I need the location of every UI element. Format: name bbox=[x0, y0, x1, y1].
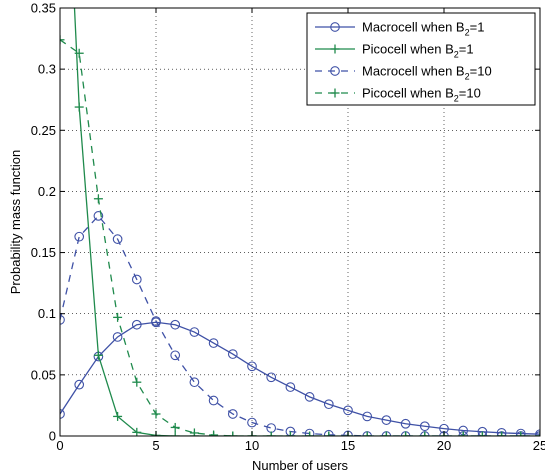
x-tick-label: 5 bbox=[152, 438, 159, 453]
data-point bbox=[113, 411, 123, 421]
data-point bbox=[74, 102, 84, 112]
data-point bbox=[381, 415, 392, 425]
data-point bbox=[131, 274, 142, 285]
legend-marker bbox=[330, 22, 340, 32]
data-point bbox=[151, 316, 161, 326]
data-point bbox=[496, 427, 507, 436]
data-point bbox=[266, 431, 276, 436]
legend-entry: Picocell when B2=1 bbox=[362, 42, 474, 60]
data-point bbox=[131, 319, 142, 330]
series-line-4 bbox=[60, 39, 540, 436]
data-point bbox=[170, 422, 180, 432]
data-point bbox=[401, 431, 411, 436]
data-point bbox=[477, 426, 488, 436]
legend-entry: Picocell when B2=10 bbox=[362, 86, 481, 104]
x-tick-label: 20 bbox=[437, 438, 451, 453]
data-point bbox=[304, 392, 315, 402]
legend-marker bbox=[330, 88, 340, 98]
x-tick-label: 10 bbox=[245, 438, 259, 453]
y-tick-label: 0.05 bbox=[31, 367, 56, 382]
plot-frame bbox=[59, 7, 541, 437]
data-point bbox=[209, 430, 219, 436]
data-point bbox=[151, 409, 161, 419]
data-point bbox=[400, 418, 411, 429]
data-point bbox=[420, 431, 430, 436]
data-point bbox=[227, 349, 238, 359]
legend-entry: Macrocell when B2=1 bbox=[362, 20, 484, 38]
series-line-3 bbox=[60, 214, 540, 436]
data-point bbox=[93, 194, 103, 204]
tick-marks bbox=[59, 7, 541, 437]
data-point bbox=[477, 431, 487, 436]
data-point bbox=[170, 350, 181, 361]
legend-marker bbox=[330, 66, 340, 76]
data-point bbox=[285, 431, 295, 436]
legend-box bbox=[306, 12, 536, 106]
data-point bbox=[458, 431, 468, 436]
data-point bbox=[74, 379, 85, 390]
data-point bbox=[74, 48, 84, 58]
y-tick-label: 0.1 bbox=[38, 306, 56, 321]
data-point bbox=[362, 431, 372, 436]
data-point bbox=[247, 417, 257, 428]
data-point bbox=[112, 234, 123, 244]
tick-labels: 0 5 10 15 20 25 0 0.05 0.1 0.15 0.2 0.25 0.3 0.35 bbox=[31, 1, 545, 454]
data-point bbox=[304, 428, 315, 436]
legend: Macrocell when B2=1 Picocell when B2=1 Mac… bbox=[306, 12, 536, 106]
y-tick-label: 0.35 bbox=[31, 1, 56, 16]
data-point bbox=[323, 429, 334, 436]
data-point bbox=[362, 411, 373, 422]
data-point bbox=[189, 377, 200, 388]
y-tick-label: 0.2 bbox=[38, 184, 56, 199]
data-point bbox=[170, 431, 180, 436]
data-point bbox=[324, 431, 334, 436]
data-point bbox=[381, 431, 391, 436]
y-tick-label: 0.25 bbox=[31, 123, 56, 138]
data-point bbox=[74, 231, 85, 242]
data-point bbox=[515, 428, 526, 436]
data-point bbox=[170, 319, 181, 330]
data-point bbox=[266, 372, 277, 383]
data-point bbox=[227, 409, 238, 419]
legend-entry: Macrocell when B2=10 bbox=[362, 64, 492, 82]
y-tick-label: 0 bbox=[49, 429, 56, 444]
data-point bbox=[112, 332, 123, 342]
x-axis-label: Number of users bbox=[252, 458, 349, 473]
y-tick-label: 0.3 bbox=[38, 62, 56, 77]
data-point bbox=[208, 338, 219, 348]
data-point bbox=[323, 399, 334, 410]
x-tick-label: 0 bbox=[56, 438, 63, 453]
data-point bbox=[208, 395, 219, 406]
y-axis-label: Probability mass function bbox=[8, 150, 23, 295]
x-tick-label: 15 bbox=[341, 438, 355, 453]
data-point bbox=[228, 431, 238, 436]
x-tick-label: 25 bbox=[533, 438, 545, 453]
y-tick-label: 0.15 bbox=[31, 245, 56, 260]
data-point bbox=[419, 421, 430, 432]
data-point bbox=[305, 431, 315, 436]
legend-marker bbox=[330, 44, 340, 54]
data-point bbox=[189, 327, 200, 337]
data-point bbox=[93, 350, 103, 360]
data-point bbox=[113, 312, 123, 322]
data-point bbox=[247, 361, 257, 372]
data-point bbox=[132, 377, 142, 387]
series-line-1 bbox=[60, 321, 540, 435]
data-point bbox=[132, 427, 142, 436]
data-point bbox=[60, 35, 65, 45]
data-point bbox=[497, 431, 507, 436]
data-point bbox=[516, 431, 526, 436]
data-point bbox=[93, 211, 104, 221]
data-point bbox=[343, 405, 353, 416]
data-point bbox=[285, 382, 296, 392]
